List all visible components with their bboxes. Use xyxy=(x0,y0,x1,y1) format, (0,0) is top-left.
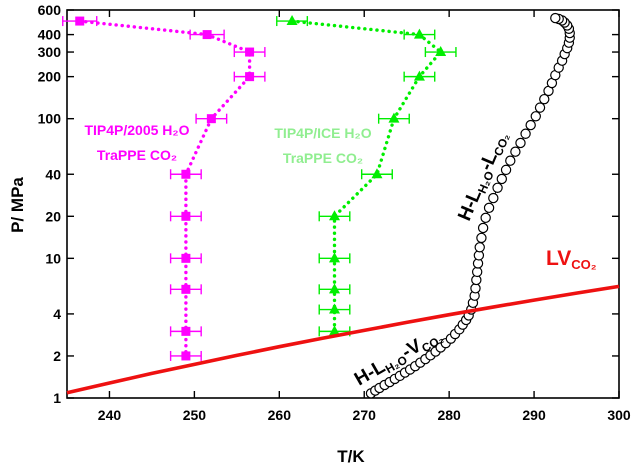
data-point xyxy=(525,119,536,131)
data-point xyxy=(245,72,255,82)
data-point xyxy=(206,114,216,124)
data-point xyxy=(550,12,561,24)
series-line xyxy=(290,19,444,334)
data-point xyxy=(530,111,541,122)
label-tip4p2005-line-1: TraPPE CO₂ xyxy=(97,147,177,163)
y-tick-label: 20 xyxy=(45,208,61,224)
y-tick-label: 600 xyxy=(38,2,62,18)
label-lv-co2-part: CO₂ xyxy=(571,257,597,272)
data-point xyxy=(505,155,516,166)
x-tick-label: 300 xyxy=(607,407,631,423)
data-point xyxy=(471,266,483,278)
data-point xyxy=(181,351,191,361)
series-1 xyxy=(276,15,457,337)
data-point xyxy=(181,284,191,294)
data-point xyxy=(488,192,499,204)
label-tip4p2005-line-0: TIP4P/2005 H₂O xyxy=(84,122,189,138)
y-tick-label: 2 xyxy=(53,348,61,364)
label-lv-co2-part: LV xyxy=(546,247,571,270)
data-point xyxy=(371,168,383,179)
y-tick-label: 300 xyxy=(38,44,62,60)
label-lv-co2: LVCO₂ xyxy=(546,247,597,272)
data-point xyxy=(181,211,191,221)
data-point xyxy=(329,210,341,221)
data-point xyxy=(75,16,85,26)
data-point xyxy=(181,253,191,263)
data-point xyxy=(413,28,425,39)
data-point xyxy=(413,70,425,81)
data-point xyxy=(483,202,495,214)
data-point xyxy=(388,112,400,123)
data-point xyxy=(520,128,531,139)
x-tick-label: 240 xyxy=(98,407,122,423)
data-point xyxy=(329,283,341,294)
x-tick-label: 250 xyxy=(183,407,207,423)
y-tick-label: 40 xyxy=(45,166,61,182)
data-point xyxy=(476,232,487,244)
data-point xyxy=(245,47,255,57)
data-point xyxy=(181,326,191,336)
y-tick-label: 10 xyxy=(45,250,61,266)
x-tick-label: 280 xyxy=(437,407,461,423)
data-point xyxy=(181,169,191,179)
data-point xyxy=(329,252,341,263)
plot-frame xyxy=(66,9,620,399)
series-layer xyxy=(62,12,620,399)
data-point xyxy=(496,173,508,185)
y-tick-label: 200 xyxy=(38,69,62,85)
data-point xyxy=(435,46,447,57)
data-point xyxy=(534,102,546,113)
y-axis-title: P/ MPa xyxy=(8,177,27,233)
data-point xyxy=(492,182,503,193)
data-point xyxy=(480,212,491,224)
series-line xyxy=(66,284,620,395)
series-2 xyxy=(365,12,575,399)
axis-ticks: 240 250 260 270 280 290 3001241020401002003004… xyxy=(38,2,631,423)
x-axis-title: T/K xyxy=(337,447,365,466)
data-point xyxy=(286,15,298,26)
data-point xyxy=(474,242,485,253)
series-3 xyxy=(66,284,620,395)
data-point xyxy=(515,137,526,149)
x-tick-label: 290 xyxy=(522,407,546,423)
y-tick-label: 400 xyxy=(38,27,62,43)
series-0 xyxy=(62,16,266,361)
data-point xyxy=(539,93,550,105)
x-tick-label: 270 xyxy=(353,407,377,423)
data-point xyxy=(329,325,341,336)
y-tick-label: 100 xyxy=(38,111,62,127)
label-tip4pice-line-0: TIP4P/ICE H₂O xyxy=(274,125,371,141)
y-tick-label: 4 xyxy=(53,306,61,322)
data-point xyxy=(510,146,521,157)
plot-border xyxy=(66,9,620,399)
x-tick-label: 260 xyxy=(268,407,292,423)
label-tip4pice-line-1: TraPPE CO₂ xyxy=(283,150,363,166)
data-point xyxy=(202,30,212,40)
data-point xyxy=(329,303,341,314)
data-point xyxy=(477,222,489,234)
y-tick-label: 1 xyxy=(53,390,61,406)
data-point xyxy=(500,164,512,176)
